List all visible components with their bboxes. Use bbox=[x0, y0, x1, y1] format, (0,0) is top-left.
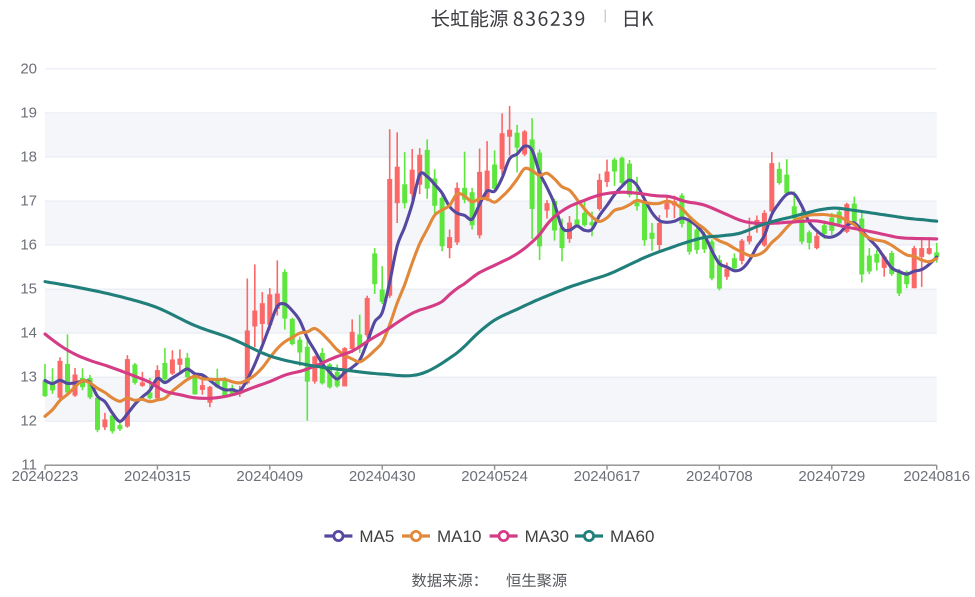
svg-text:20240430: 20240430 bbox=[349, 468, 416, 485]
svg-text:20240729: 20240729 bbox=[798, 468, 865, 485]
svg-text:20240708: 20240708 bbox=[686, 468, 753, 485]
svg-text:20240524: 20240524 bbox=[461, 468, 528, 485]
svg-text:13: 13 bbox=[20, 369, 37, 386]
svg-text:12: 12 bbox=[20, 413, 37, 430]
svg-text:MA60: MA60 bbox=[610, 527, 654, 546]
svg-text:20240409: 20240409 bbox=[236, 468, 303, 485]
svg-text:20240315: 20240315 bbox=[124, 468, 191, 485]
svg-text:MA10: MA10 bbox=[437, 527, 481, 546]
svg-text:19: 19 bbox=[20, 104, 37, 121]
svg-text:11: 11 bbox=[21, 457, 37, 474]
svg-text:20240617: 20240617 bbox=[574, 468, 641, 485]
svg-text:17: 17 bbox=[20, 193, 37, 210]
svg-text:MA30: MA30 bbox=[525, 527, 569, 546]
svg-text:16: 16 bbox=[20, 237, 37, 254]
svg-text:20240816: 20240816 bbox=[903, 468, 970, 485]
svg-text:14: 14 bbox=[20, 325, 37, 342]
svg-text:20240223: 20240223 bbox=[12, 468, 79, 485]
svg-text:20: 20 bbox=[20, 60, 37, 77]
svg-text:MA5: MA5 bbox=[359, 527, 394, 546]
svg-text:15: 15 bbox=[20, 281, 37, 298]
svg-text:18: 18 bbox=[20, 149, 37, 166]
